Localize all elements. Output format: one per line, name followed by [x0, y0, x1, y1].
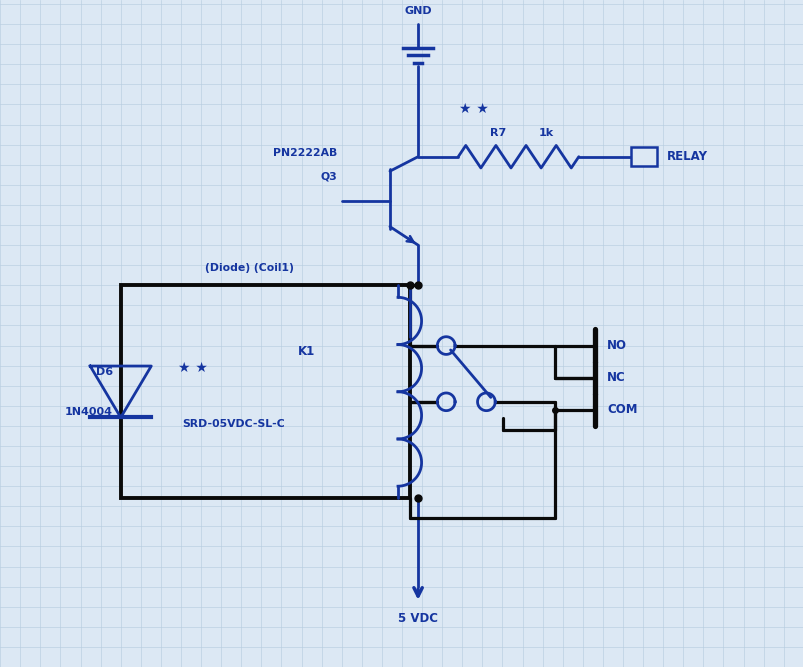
Text: D6: D6	[96, 367, 112, 377]
Text: K1: K1	[297, 345, 315, 358]
Bar	[630, 147, 656, 166]
Text: GND: GND	[404, 6, 431, 16]
Text: 1k: 1k	[539, 128, 553, 138]
Text: (Diode) (Coil1): (Diode) (Coil1)	[205, 263, 293, 273]
Text: RELAY: RELAY	[666, 150, 707, 163]
Text: COM: COM	[606, 404, 637, 416]
Text: 5 VDC: 5 VDC	[397, 612, 438, 626]
Bar	[120, 285, 410, 498]
Text: R7: R7	[490, 128, 506, 138]
Text: 1N4004: 1N4004	[64, 407, 112, 417]
Text: ★ ★: ★ ★	[459, 101, 489, 115]
Text: NC: NC	[606, 372, 625, 384]
Text: SRD-05VDC-SL-C: SRD-05VDC-SL-C	[181, 419, 284, 429]
Text: ★ ★: ★ ★	[178, 361, 208, 375]
Text: NO: NO	[606, 339, 626, 352]
Text: PN2222AB: PN2222AB	[273, 147, 337, 157]
Text: Q3: Q3	[320, 172, 337, 182]
